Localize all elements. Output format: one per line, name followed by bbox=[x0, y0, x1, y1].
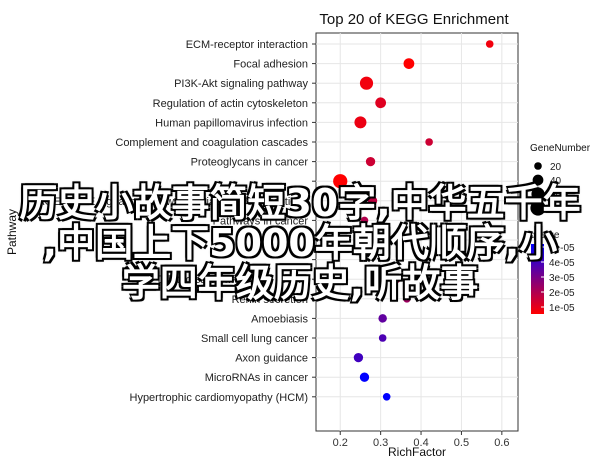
pathway-point bbox=[353, 352, 364, 363]
pathway-label: Small cell lung cancer bbox=[201, 333, 308, 345]
color-legend-label: 2e-05 bbox=[549, 288, 575, 299]
color-legend: qvalue 5e-05 4e-05 3e-05 2e-05 1e-05 bbox=[530, 230, 575, 314]
pathway-point bbox=[359, 372, 370, 382]
pathway-point bbox=[367, 196, 378, 206]
pathway-label: Proteoglycans in cancer bbox=[191, 157, 309, 169]
pathway-label: Complement and coagulation cascades bbox=[115, 137, 308, 149]
pathway-point bbox=[354, 116, 367, 129]
plot-panel bbox=[315, 32, 519, 432]
x-axis: 0.2 0.3 0.4 0.5 0.6 bbox=[333, 431, 509, 449]
pathway-label: Focal adhesion bbox=[233, 59, 308, 71]
pathway-point bbox=[333, 174, 348, 189]
pathway-label: Human papillomavirus infection bbox=[155, 117, 308, 129]
x-tick-label: 0.2 bbox=[333, 437, 348, 449]
pathway-label: ECM-receptor interaction bbox=[186, 39, 308, 51]
pathway-point bbox=[403, 294, 411, 303]
x-tick-label: 0.5 bbox=[454, 437, 469, 449]
size-legend-dot bbox=[532, 174, 544, 186]
x-tick-label: 0.3 bbox=[373, 437, 388, 449]
pathway-label: PI3K-Akt signaling pathway bbox=[174, 78, 308, 90]
chart-title: Top 20 of KEGG Enrichment bbox=[319, 11, 509, 28]
pathway-point bbox=[485, 40, 494, 48]
size-legend-dot bbox=[534, 162, 542, 170]
y-axis-label: Pathway bbox=[5, 209, 19, 255]
pathway-label: AGE-RAGE signaling pathway in diabetic c… bbox=[37, 196, 308, 208]
x-tick-label: 0.4 bbox=[413, 437, 428, 449]
overlay-line-1: 历史小故事简短30字,中华五千年 bbox=[19, 181, 581, 225]
pathway-point bbox=[378, 334, 387, 342]
size-legend-label: 60 bbox=[550, 190, 562, 201]
pathway-label: Amoebiasis bbox=[251, 313, 308, 325]
pathway-label: Regulation of actin cytoskeleton bbox=[153, 98, 308, 110]
color-legend-label: 4e-05 bbox=[549, 258, 575, 269]
qvalue-color-bar bbox=[531, 244, 544, 314]
pathway-point bbox=[378, 314, 387, 323]
pathway-point bbox=[375, 97, 387, 109]
size-legend-label: 40 bbox=[550, 176, 562, 187]
pathway-label: Renin secretion bbox=[232, 294, 308, 306]
color-legend-title: qvalue bbox=[530, 230, 560, 241]
size-legend-title: GeneNumber bbox=[530, 143, 591, 154]
pathway-label: MicroRNAs in cancer bbox=[205, 372, 309, 384]
x-axis-label: RichFactor bbox=[388, 445, 446, 459]
pathway-point bbox=[359, 76, 374, 90]
pathway-point bbox=[392, 275, 401, 284]
size-legend-dot bbox=[530, 200, 546, 216]
pathway-point bbox=[360, 216, 369, 225]
overlay-line-3: 学四年级历史,听故事 bbox=[121, 261, 479, 305]
size-legend-dot bbox=[531, 187, 545, 201]
size-legend-label: 20 bbox=[550, 162, 562, 173]
size-legend: GeneNumber 20 40 60 80 bbox=[530, 143, 591, 216]
color-legend-label: 1e-05 bbox=[549, 303, 575, 314]
pathway-point bbox=[382, 392, 391, 401]
pathway-labels: ECM-receptor interaction Focal adhesion PI… bbox=[37, 39, 316, 404]
pathway-label: Pathways in cancer bbox=[213, 215, 309, 227]
pathway-label: Hypertrophic cardiomyopathy (HCM) bbox=[130, 392, 309, 404]
size-legend-label: 80 bbox=[550, 204, 562, 215]
color-legend-label: 3e-05 bbox=[549, 273, 575, 284]
data-points bbox=[333, 40, 494, 401]
x-tick-label: 0.6 bbox=[494, 437, 509, 449]
pathway-label: Axon guidance bbox=[235, 353, 308, 365]
pathway-point bbox=[425, 138, 433, 146]
pathway-point bbox=[365, 156, 376, 167]
pathway-point bbox=[403, 58, 415, 69]
color-legend-label: 5e-05 bbox=[549, 243, 575, 254]
overlay-line-2: ,中国上下5000年朝代顺序,小 bbox=[42, 221, 558, 265]
pathway-label: Dilated cardiomyopathy (DCM) bbox=[158, 274, 308, 286]
grid-lines bbox=[316, 33, 518, 431]
